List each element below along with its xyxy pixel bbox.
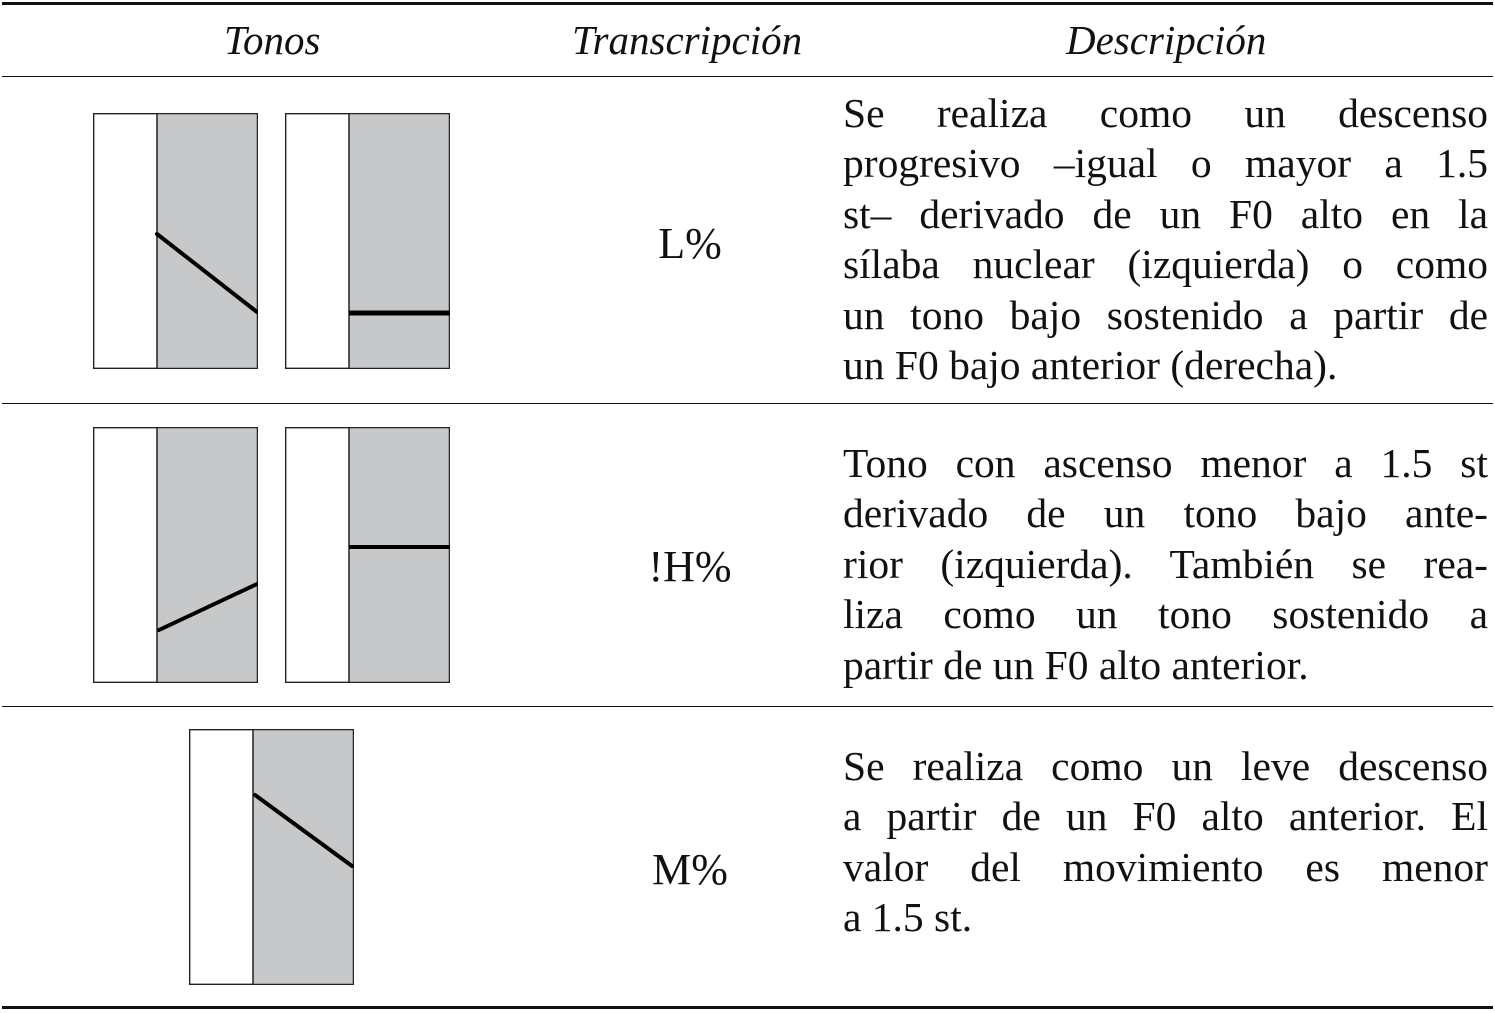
transcription-m-percent: M% — [652, 845, 728, 894]
description-line: sílaba nuclear (izquierda) o como — [843, 241, 1488, 288]
description-line: a 1.5 st. — [843, 894, 973, 941]
header-transcripcion: Transcripción — [572, 17, 803, 63]
description-line: st– derivado de un F0 alto en la — [843, 190, 1488, 237]
description-line: derivado de un tono bajo ante- — [843, 490, 1488, 537]
description-line: liza como un tono sostenido a — [843, 591, 1488, 638]
description-line: progresivo –igual o mayor a 1.5 — [843, 140, 1488, 187]
tone-diagram-low-level — [285, 113, 450, 369]
table-header-rule — [2, 76, 1493, 77]
description-line: valor del movimiento es menor — [843, 843, 1488, 890]
header-tonos: Tonos — [224, 17, 321, 63]
transcription-downstepped-h-percent: !H% — [648, 542, 732, 591]
row-divider — [2, 403, 1493, 404]
description-l-percent: Se realiza como un descenso progresivo –… — [843, 88, 1488, 390]
description-line: un tono bajo sostenido a partir de — [843, 291, 1488, 338]
tone-diagram-falling — [93, 113, 258, 369]
description-line: partir de un F0 alto anterior. — [843, 641, 1309, 688]
description-line: rior (izquierda). También se rea- — [843, 540, 1488, 587]
row-divider — [2, 706, 1493, 707]
description-line: Se realiza como un leve descenso — [843, 743, 1488, 789]
description-line: Se realiza como un descenso — [843, 90, 1488, 136]
description-line: un F0 bajo anterior (derecha). — [843, 342, 1338, 389]
tone-diagram-high-level — [285, 427, 450, 683]
tone-diagram-slight-falling — [189, 729, 354, 985]
description-line: a partir de un F0 alto anterior. El — [843, 793, 1488, 840]
description-downstepped-h-percent: Tono con ascenso menor a 1.5 st derivado… — [843, 438, 1488, 690]
header-descripcion: Descripción — [1066, 17, 1267, 63]
description-m-percent: Se realiza como un leve descenso a parti… — [843, 741, 1488, 943]
tone-diagram-rising — [93, 427, 258, 683]
transcription-l-percent: L% — [658, 219, 722, 268]
table-top-rule — [2, 2, 1493, 5]
table-bottom-rule — [2, 1006, 1493, 1009]
description-line: Tono con ascenso menor a 1.5 st — [843, 440, 1488, 486]
